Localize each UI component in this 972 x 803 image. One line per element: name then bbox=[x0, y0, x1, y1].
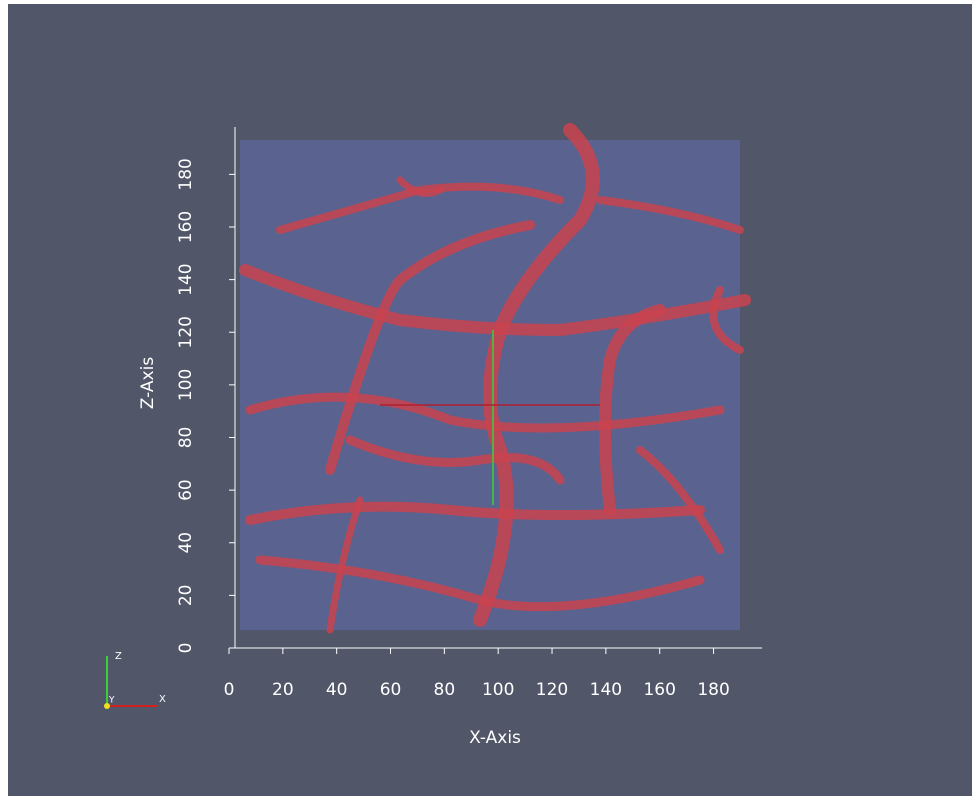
vessel bbox=[325, 220, 535, 475]
vessel bbox=[245, 392, 725, 433]
orient-y bbox=[104, 703, 110, 709]
x-tick-label: 140 bbox=[590, 680, 622, 700]
x-tick-label: 20 bbox=[272, 680, 294, 700]
orientation-axes: Z Y X bbox=[104, 651, 166, 709]
orient-label: Y bbox=[108, 696, 115, 706]
vessel bbox=[245, 501, 705, 525]
x-tick-label: 160 bbox=[643, 680, 675, 700]
x-tick-label: 180 bbox=[697, 680, 729, 700]
x-tick-label: 0 bbox=[224, 680, 235, 700]
x-axis-label: X-Axis bbox=[469, 728, 521, 748]
z-tick-label: 180 bbox=[176, 158, 196, 190]
z-tick-label: 80 bbox=[176, 427, 196, 449]
x-tick-label: 80 bbox=[434, 680, 456, 700]
z-axis-label: Z-Axis bbox=[138, 357, 158, 410]
vessel bbox=[596, 196, 744, 234]
z-tick-label: 40 bbox=[176, 532, 196, 554]
z-tick-label: 100 bbox=[176, 369, 196, 401]
vessel bbox=[709, 286, 744, 354]
vessel bbox=[345, 435, 565, 485]
z-tick-label: 60 bbox=[176, 479, 196, 501]
vessel bbox=[396, 176, 444, 197]
z-tick-label: 120 bbox=[176, 316, 196, 348]
x-tick-label: 100 bbox=[482, 680, 514, 700]
vessel bbox=[599, 304, 666, 516]
vessels bbox=[239, 123, 751, 634]
vessel bbox=[326, 496, 364, 634]
vessel bbox=[636, 446, 724, 554]
x-tick-label: 120 bbox=[536, 680, 568, 700]
z-tick-label: 20 bbox=[176, 585, 196, 607]
vessel bbox=[255, 555, 705, 612]
orient-label: X bbox=[159, 694, 166, 705]
z-tick-label: 0 bbox=[176, 643, 196, 654]
z-tick-label: 160 bbox=[176, 211, 196, 243]
x-tick-label: 60 bbox=[380, 680, 402, 700]
x-tick-label: 40 bbox=[326, 680, 348, 700]
z-tick-label: 140 bbox=[176, 263, 196, 295]
orient-label: Z bbox=[115, 651, 122, 662]
